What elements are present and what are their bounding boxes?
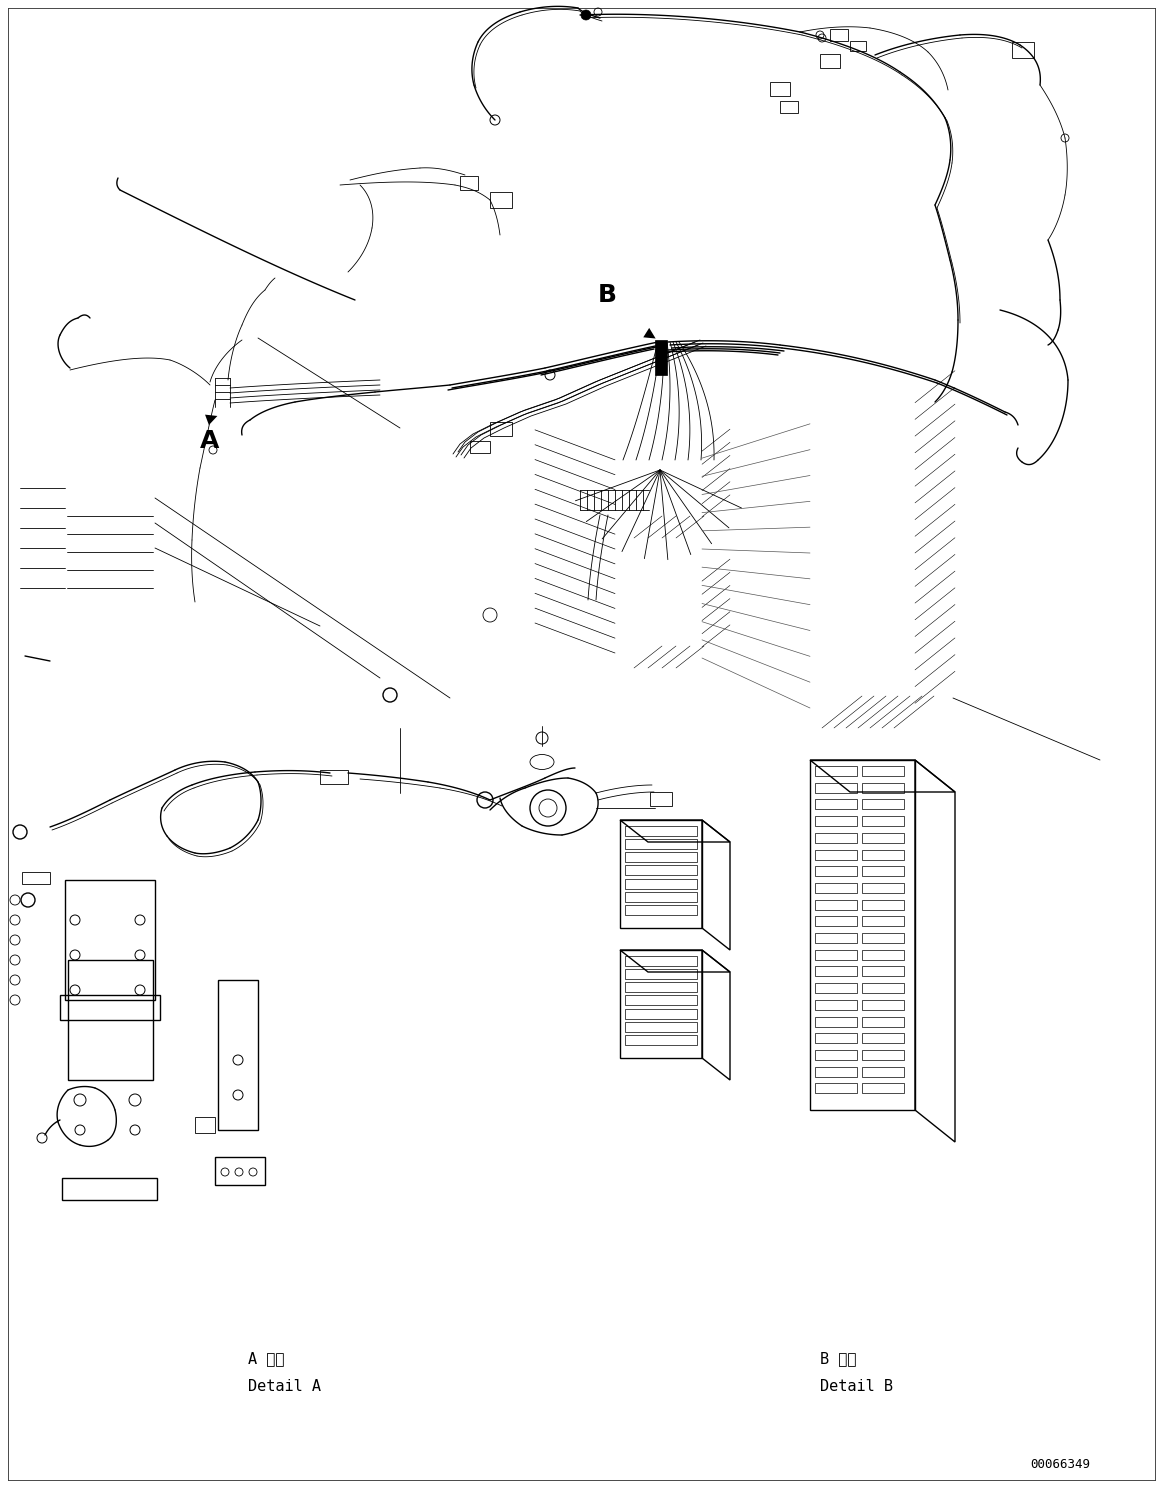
Bar xyxy=(815,1067,857,1077)
Bar xyxy=(862,783,904,793)
Bar xyxy=(625,891,697,902)
Bar xyxy=(815,799,857,809)
Bar xyxy=(625,995,697,1006)
Bar xyxy=(815,933,857,943)
Bar xyxy=(830,28,848,42)
Bar xyxy=(62,1178,157,1199)
Bar xyxy=(815,766,857,777)
Bar xyxy=(815,850,857,860)
Bar xyxy=(862,1000,904,1010)
Bar xyxy=(862,900,904,909)
Text: A: A xyxy=(200,429,220,452)
Bar xyxy=(862,1016,904,1027)
Bar xyxy=(625,839,697,850)
Bar xyxy=(470,440,490,452)
Text: 00066349: 00066349 xyxy=(1030,1458,1090,1472)
Bar xyxy=(815,949,857,960)
Bar xyxy=(625,1022,697,1031)
Bar xyxy=(625,955,697,966)
Bar xyxy=(815,900,857,909)
Bar xyxy=(650,792,672,806)
Text: A 詳細: A 詳細 xyxy=(248,1351,285,1366)
Bar xyxy=(625,826,697,836)
Bar xyxy=(815,882,857,893)
Bar xyxy=(862,1067,904,1077)
Bar xyxy=(862,1051,904,1059)
Bar xyxy=(815,917,857,927)
Bar xyxy=(862,1033,904,1043)
Bar xyxy=(490,423,512,436)
Bar xyxy=(815,1016,857,1027)
Bar xyxy=(770,82,790,97)
Bar xyxy=(65,879,155,1000)
Bar xyxy=(862,766,904,777)
Bar xyxy=(655,339,668,375)
Bar xyxy=(215,1158,265,1184)
Bar xyxy=(815,984,857,992)
Bar xyxy=(320,769,348,784)
Bar xyxy=(815,1000,857,1010)
Bar xyxy=(862,933,904,943)
Bar xyxy=(815,815,857,826)
Bar xyxy=(862,882,904,893)
Bar xyxy=(862,833,904,842)
Bar xyxy=(625,1034,697,1045)
Bar xyxy=(625,866,697,875)
Bar xyxy=(625,1009,697,1019)
Bar xyxy=(862,917,904,927)
Bar xyxy=(862,984,904,992)
Bar xyxy=(620,820,702,929)
Bar xyxy=(850,42,866,51)
Bar xyxy=(22,872,50,884)
Bar xyxy=(780,101,798,113)
Bar xyxy=(809,760,915,1110)
Bar xyxy=(625,878,697,888)
Bar xyxy=(820,54,840,68)
Bar xyxy=(862,966,904,976)
Bar xyxy=(815,866,857,876)
Bar xyxy=(862,815,904,826)
Text: Detail A: Detail A xyxy=(248,1379,321,1394)
Bar xyxy=(862,1083,904,1094)
Bar xyxy=(625,853,697,862)
Bar xyxy=(815,966,857,976)
Bar xyxy=(815,1083,857,1094)
Bar xyxy=(862,866,904,876)
Bar xyxy=(862,949,904,960)
Bar xyxy=(195,1117,215,1132)
Bar xyxy=(625,982,697,992)
Text: B 詳細: B 詳細 xyxy=(820,1351,856,1366)
Bar xyxy=(625,905,697,915)
Bar xyxy=(1012,42,1034,58)
Circle shape xyxy=(582,10,591,19)
Bar xyxy=(217,981,258,1129)
Bar xyxy=(620,949,702,1058)
Bar xyxy=(815,1033,857,1043)
Bar xyxy=(67,960,154,1080)
Bar xyxy=(461,176,478,190)
Bar xyxy=(490,192,512,208)
Bar xyxy=(625,969,697,979)
Text: B: B xyxy=(598,283,618,307)
Bar xyxy=(815,1051,857,1059)
Bar xyxy=(815,833,857,842)
Bar xyxy=(862,850,904,860)
Bar xyxy=(60,995,160,1019)
Text: Detail B: Detail B xyxy=(820,1379,893,1394)
Bar xyxy=(862,799,904,809)
Bar xyxy=(815,783,857,793)
